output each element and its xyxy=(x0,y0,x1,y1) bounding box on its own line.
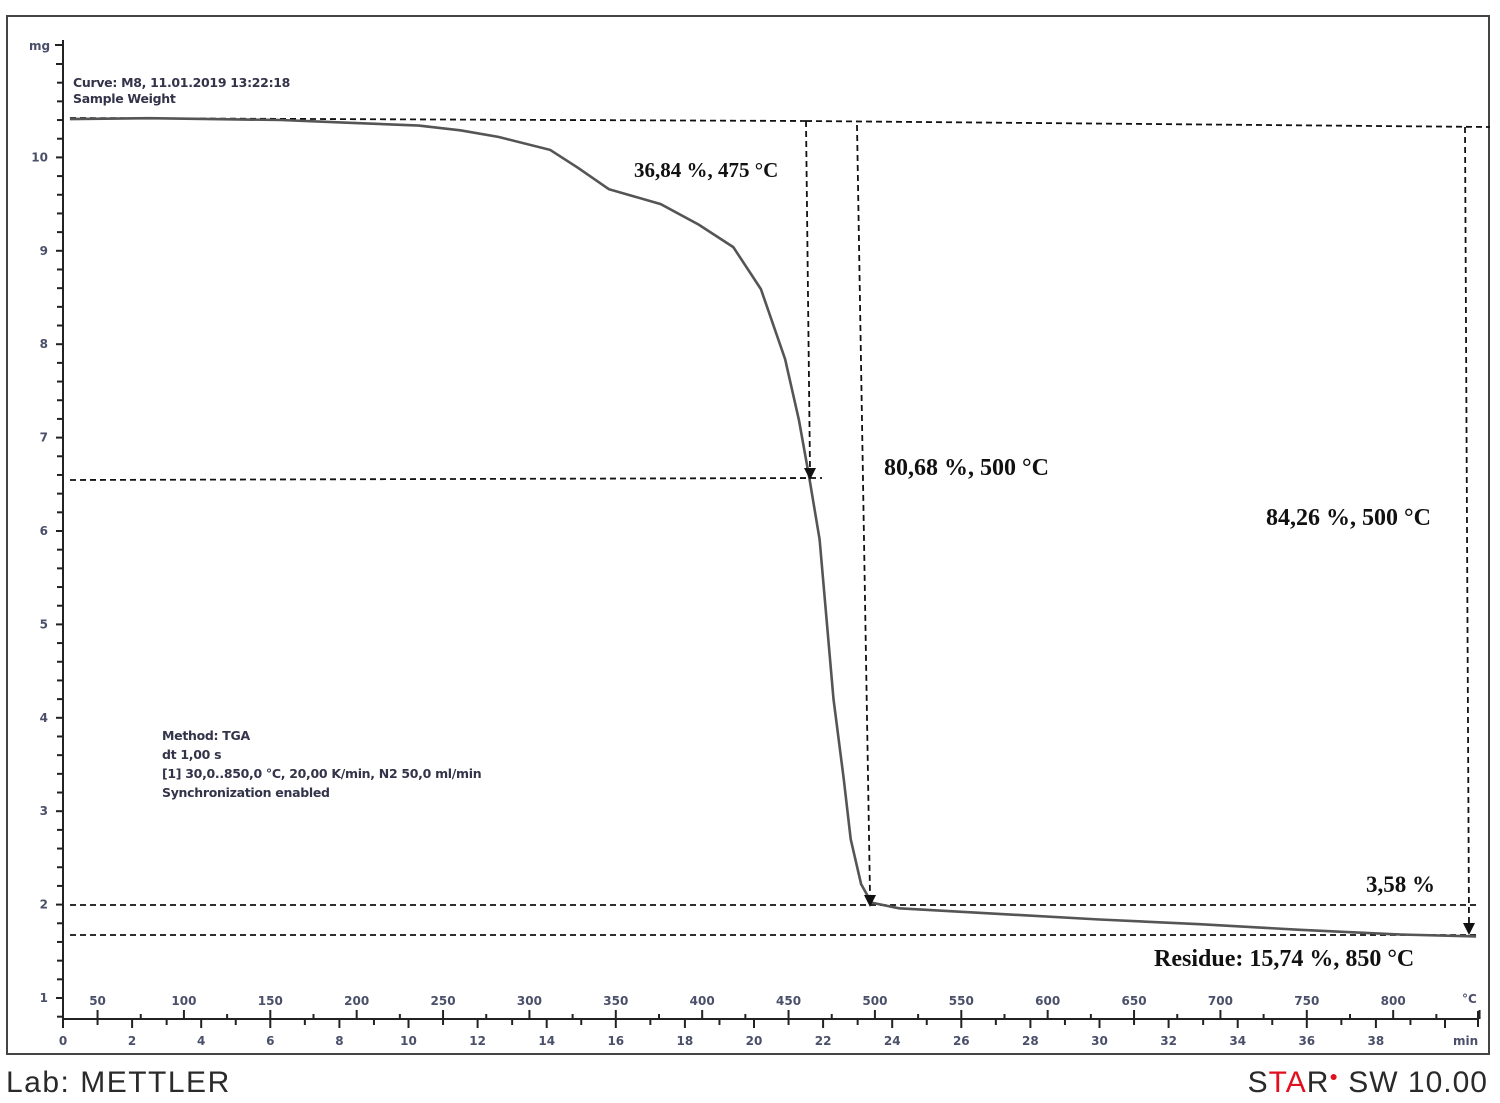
svg-text:38: 38 xyxy=(1368,1034,1385,1048)
annotation-step2: 80,68 %, 500 °C xyxy=(884,455,1049,481)
svg-text:12: 12 xyxy=(469,1034,486,1048)
svg-text:800: 800 xyxy=(1381,994,1406,1008)
svg-text:500: 500 xyxy=(862,994,887,1008)
star-s: S xyxy=(1247,1066,1269,1099)
svg-text:4: 4 xyxy=(40,711,48,725)
annotation-step1: 36,84 %, 475 °C xyxy=(634,158,779,182)
svg-text:2: 2 xyxy=(40,898,48,912)
annotation-step3: 3,58 % xyxy=(1366,872,1435,897)
svg-text:50: 50 xyxy=(89,994,106,1008)
svg-text:8: 8 xyxy=(40,337,48,351)
curve-title: Curve: M8, 11.01.2019 13:22:18 xyxy=(73,75,291,90)
y-axis: 1 2 3 4 5 6 7 8 9 10 xyxy=(31,40,64,1019)
method-line: dt 1,00 s xyxy=(162,747,222,762)
svg-text:400: 400 xyxy=(690,994,715,1008)
lab-label: Lab: METTLER xyxy=(6,1066,231,1099)
svg-text:22: 22 xyxy=(815,1034,832,1048)
svg-text:14: 14 xyxy=(538,1034,555,1048)
svg-text:7: 7 xyxy=(40,431,48,445)
software-version: SW 10.00 xyxy=(1338,1066,1488,1099)
svg-text:4: 4 xyxy=(197,1034,205,1048)
svg-text:150: 150 xyxy=(258,994,283,1008)
method-line: [1] 30,0..850,0 °C, 20,00 K/min, N2 50,0… xyxy=(162,766,482,781)
svg-text:10: 10 xyxy=(31,150,48,164)
curve-subtitle: Sample Weight xyxy=(73,91,176,106)
svg-text:6: 6 xyxy=(40,524,48,538)
svg-text:200: 200 xyxy=(344,994,369,1008)
x-temp-unit-label: °C xyxy=(1462,992,1477,1006)
svg-text:6: 6 xyxy=(266,1034,274,1048)
svg-text:9: 9 xyxy=(40,244,48,258)
arrow-heads xyxy=(804,468,1475,935)
svg-text:8: 8 xyxy=(335,1034,343,1048)
svg-text:650: 650 xyxy=(1122,994,1147,1008)
software-label: STAR● SW 10.00 xyxy=(1248,1066,1488,1100)
x-time-unit-label: min xyxy=(1453,1034,1478,1048)
svg-text:1: 1 xyxy=(40,991,48,1005)
svg-text:16: 16 xyxy=(607,1034,624,1048)
svg-text:18: 18 xyxy=(677,1034,694,1048)
curve-info: Curve: M8, 11.01.2019 13:22:18 Sample We… xyxy=(73,74,290,108)
star-r: R xyxy=(1306,1066,1330,1099)
svg-text:350: 350 xyxy=(603,994,628,1008)
svg-text:30: 30 xyxy=(1091,1034,1108,1048)
svg-text:34: 34 xyxy=(1229,1034,1246,1048)
svg-text:26: 26 xyxy=(953,1034,970,1048)
star-ta: TA xyxy=(1268,1066,1307,1099)
method-line: Method: TGA xyxy=(162,728,250,743)
svg-text:3: 3 xyxy=(40,804,48,818)
svg-text:600: 600 xyxy=(1035,994,1060,1008)
svg-text:300: 300 xyxy=(517,994,542,1008)
annotation-residue: Residue: 15,74 %, 850 °C xyxy=(1154,946,1415,972)
svg-text:0: 0 xyxy=(59,1034,67,1048)
svg-text:5: 5 xyxy=(40,617,48,631)
svg-text:250: 250 xyxy=(431,994,456,1008)
svg-text:36: 36 xyxy=(1298,1034,1315,1048)
svg-text:550: 550 xyxy=(949,994,974,1008)
weight-curve xyxy=(69,116,1477,938)
svg-text:700: 700 xyxy=(1208,994,1233,1008)
svg-text:20: 20 xyxy=(746,1034,763,1048)
svg-text:2: 2 xyxy=(128,1034,136,1048)
method-info: Method: TGA dt 1,00 s [1] 30,0..850,0 °C… xyxy=(162,726,482,802)
svg-text:24: 24 xyxy=(884,1034,901,1048)
method-line: Synchronization enabled xyxy=(162,785,330,800)
svg-text:450: 450 xyxy=(776,994,801,1008)
svg-text:100: 100 xyxy=(171,994,196,1008)
y-unit-label: mg xyxy=(29,39,50,53)
svg-text:10: 10 xyxy=(400,1034,417,1048)
registered-mark-icon: ● xyxy=(1329,1068,1339,1084)
svg-text:28: 28 xyxy=(1022,1034,1039,1048)
svg-text:750: 750 xyxy=(1294,994,1319,1008)
svg-text:32: 32 xyxy=(1160,1034,1177,1048)
chart-frame xyxy=(6,15,1490,1055)
annotation-total: 84,26 %, 500 °C xyxy=(1266,505,1431,531)
